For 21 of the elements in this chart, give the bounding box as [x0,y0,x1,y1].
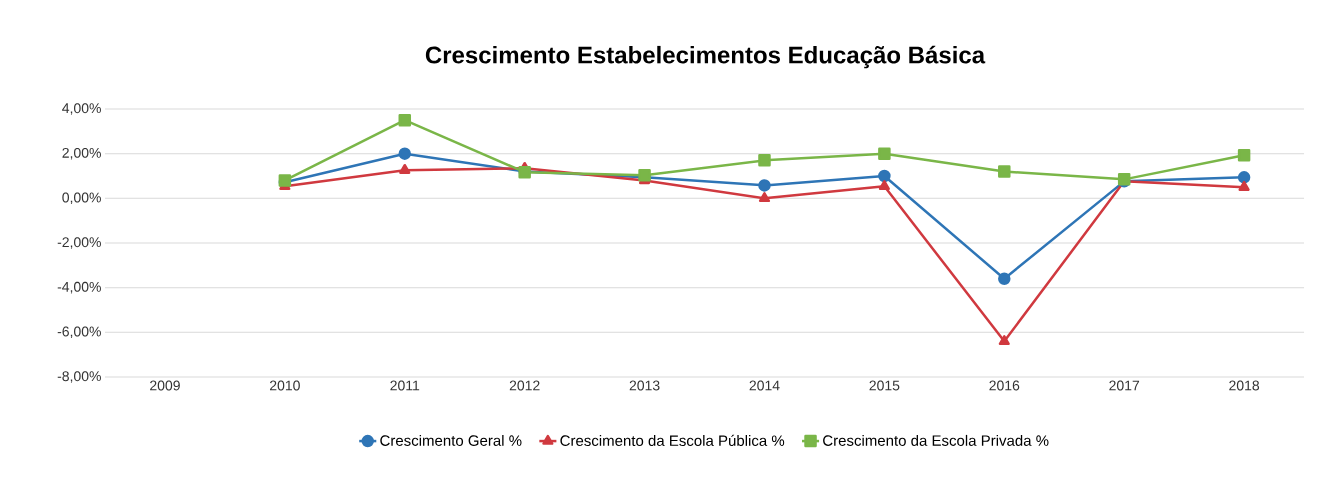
y-tick-label: -4,00% [57,281,101,294]
x-tick-label: 2011 [390,380,420,391]
x-tick-label: 2014 [749,380,780,391]
y-tick-label: 0,00% [62,192,101,205]
x-tick-label: 2010 [269,380,300,391]
legend-label: Crescimento Geral % [380,434,522,446]
y-tick-label: -6,00% [57,326,101,339]
legend-label: Crescimento da Escola Privada % [823,434,1049,446]
legend-label: Crescimento da Escola Pública % [560,434,785,446]
y-tick-label: -2,00% [57,237,101,249]
y-tick-label: -8,00% [57,371,101,383]
x-tick-label: 2012 [509,380,540,391]
x-tick-label: 2016 [989,380,1020,391]
x-tick-label: 2018 [1229,380,1260,391]
x-tick-label: 2017 [1109,380,1140,391]
y-tick-label: 2,00% [62,147,101,160]
x-tick-label: 2013 [629,380,660,391]
x-tick-label: 2009 [150,380,180,391]
y-tick-label: 4,00% [62,103,101,115]
chart-title: Crescimento Estabelecimentos Educação Básica [425,45,986,69]
x-tick-label: 2015 [869,380,900,391]
